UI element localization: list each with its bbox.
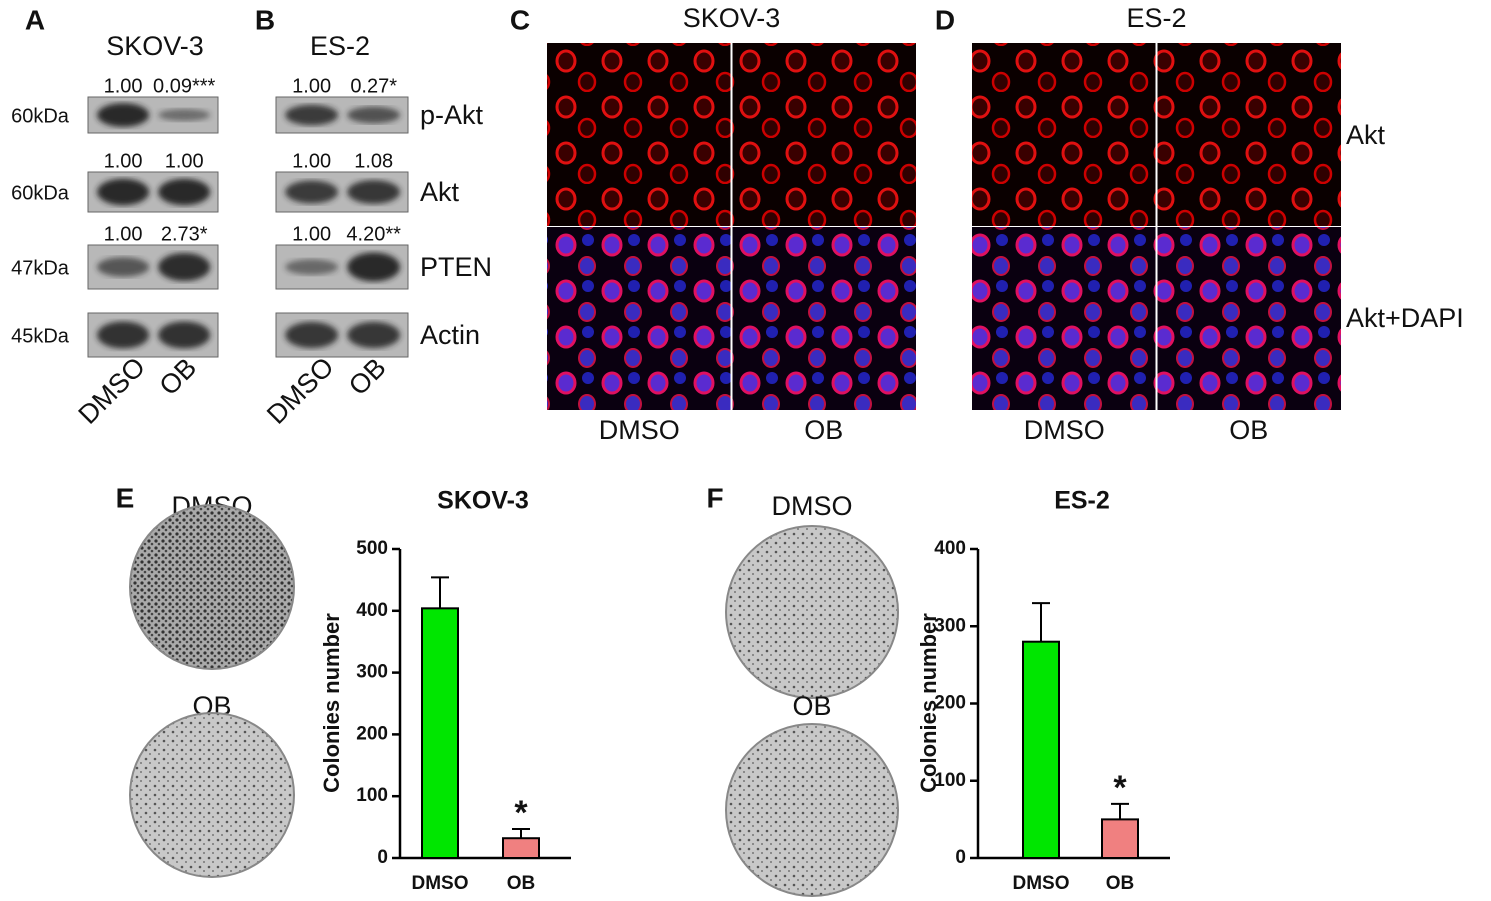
panel-label: E [116, 482, 135, 513]
lane-label: DMSO [73, 351, 151, 429]
micrograph [732, 43, 916, 226]
blot-band [158, 178, 211, 206]
plate-label: DMSO [772, 491, 853, 521]
bar [421, 607, 459, 859]
blot-band [158, 109, 211, 121]
ratio: 1.00 [292, 75, 331, 97]
blot-band [347, 252, 401, 282]
blot-band [347, 106, 401, 124]
bar [502, 837, 540, 859]
chart-title: SKOV-3 [437, 487, 529, 515]
y-tick-label: 300 [934, 615, 966, 636]
y-tick-label: 500 [356, 538, 388, 559]
row-label: Akt [1346, 120, 1386, 150]
micrograph [1157, 43, 1341, 226]
panel-label: A [25, 4, 45, 35]
y-tick-label: 200 [356, 723, 388, 744]
x-tick-label: DMSO [412, 873, 469, 894]
ratio: 1.00 [104, 75, 143, 97]
blot-title: SKOV-3 [106, 31, 204, 61]
column-label: OB [804, 415, 843, 445]
colony-plate [725, 723, 899, 897]
significance: * [514, 794, 528, 832]
micrograph [547, 43, 731, 226]
ratio: 1.00 [292, 150, 331, 172]
micrograph [972, 227, 1156, 410]
blot-band [347, 321, 401, 349]
blot-band [285, 259, 339, 275]
ratio: 1.08 [354, 150, 393, 172]
y-tick-label: 400 [356, 600, 388, 621]
lane-label: OB [153, 352, 202, 401]
mw-marker: 60kDa [11, 105, 70, 127]
column-label: DMSO [1024, 415, 1105, 445]
column-label: OB [1229, 415, 1268, 445]
ratio: 1.00 [292, 223, 331, 245]
blot-band [158, 321, 211, 349]
y-tick-label: 0 [955, 847, 966, 868]
panel-label: C [510, 4, 530, 35]
colony-plate [129, 712, 295, 878]
ratio: 1.00 [165, 150, 204, 172]
image-title: ES-2 [1126, 3, 1186, 33]
bar [1022, 640, 1060, 860]
blot-band [285, 180, 339, 204]
image-title: SKOV-3 [683, 3, 781, 33]
column-label: DMSO [599, 415, 680, 445]
ratio: 1.00 [104, 223, 143, 245]
blot-title: ES-2 [310, 31, 370, 61]
blot-band [285, 321, 339, 349]
panel-label: D [935, 4, 955, 35]
x-tick-label: OB [1106, 873, 1135, 894]
row-label: Akt+DAPI [1346, 303, 1464, 333]
x-tick-label: OB [507, 873, 536, 894]
ratio: 1.00 [104, 150, 143, 172]
y-tick-label: 200 [934, 693, 966, 714]
mw-marker: 60kDa [11, 182, 70, 204]
y-tick-label: 100 [934, 770, 966, 791]
micrograph [732, 227, 916, 410]
blot-band [285, 104, 339, 126]
plate-label: OB [792, 691, 831, 721]
y-axis-label: Colonies number [916, 613, 941, 793]
lane-label: OB [343, 352, 392, 401]
blot-band [97, 257, 150, 277]
protein-label: Akt [420, 177, 460, 207]
colony-plate [129, 504, 295, 670]
y-tick-label: 300 [356, 662, 388, 683]
micrograph [1157, 227, 1341, 410]
blot-band [97, 321, 150, 349]
mw-marker: 45kDa [11, 325, 70, 347]
blot-band [347, 180, 401, 204]
protein-label: PTEN [420, 252, 492, 282]
y-tick-label: 0 [377, 847, 388, 868]
blot-band [97, 103, 150, 127]
mw-marker: 47kDa [11, 257, 70, 279]
chart-title: ES-2 [1054, 487, 1110, 515]
ratio: 4.20** [346, 223, 401, 245]
protein-label: p-Akt [420, 100, 484, 130]
ratio: 0.09*** [153, 75, 215, 97]
lane-label: DMSO [261, 351, 339, 429]
y-tick-label: 100 [356, 785, 388, 806]
y-axis-label: Colonies number [319, 613, 344, 793]
colony-plate [725, 525, 899, 699]
panel-label: F [706, 482, 723, 513]
micrograph [972, 43, 1156, 226]
y-tick-label: 400 [934, 538, 966, 559]
ratio: 0.27* [350, 75, 397, 97]
blot-band [97, 178, 150, 206]
bar [1101, 818, 1139, 859]
panel-label: B [255, 4, 275, 35]
x-tick-label: DMSO [1013, 873, 1070, 894]
significance: * [1113, 769, 1127, 807]
ratio: 2.73* [161, 223, 208, 245]
blot-band [158, 252, 211, 282]
micrograph [547, 227, 731, 410]
protein-label: Actin [420, 320, 480, 350]
